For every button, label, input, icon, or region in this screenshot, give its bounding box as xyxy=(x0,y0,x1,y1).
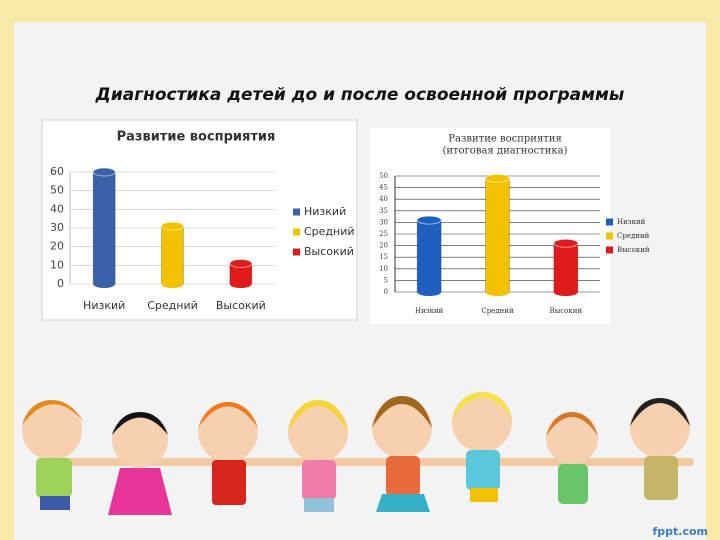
y-tick-label: 10 xyxy=(50,258,64,271)
y-tick-label: 25 xyxy=(379,230,388,238)
legend-swatch xyxy=(606,246,613,254)
y-tick-label: 35 xyxy=(379,207,388,215)
y-tick-label: 30 xyxy=(379,218,388,226)
legend-swatch xyxy=(606,232,613,240)
bar-base xyxy=(161,280,184,288)
x-tick-label: Средний xyxy=(147,299,198,312)
kid xyxy=(546,412,598,504)
bar-base xyxy=(417,288,442,296)
legend-swatch xyxy=(293,208,300,216)
y-tick-label: 20 xyxy=(50,240,64,253)
kid xyxy=(372,396,432,512)
chart-subtitle: (итоговая диагностика) xyxy=(442,146,567,157)
bar-base xyxy=(229,280,252,288)
legend-label: Низкий xyxy=(304,205,346,218)
x-tick-label: Низкий xyxy=(83,299,125,312)
bar-cap xyxy=(161,221,184,231)
bar xyxy=(485,177,510,293)
y-tick-label: 0 xyxy=(57,277,64,290)
legend-label: Высокий xyxy=(617,246,650,254)
bar xyxy=(161,225,184,285)
y-tick-label: 0 xyxy=(384,288,388,296)
x-tick-label: Высокий xyxy=(550,307,583,315)
y-tick-label: 50 xyxy=(379,172,388,180)
kid xyxy=(22,400,84,510)
slide-title: Диагностика детей до и после освоенной п… xyxy=(95,85,625,105)
chart-title: Развитие восприятия xyxy=(448,134,562,145)
x-tick-label: Высокий xyxy=(216,299,266,312)
bar-base xyxy=(553,288,578,296)
bar-cap xyxy=(229,258,253,268)
watermark: fppt.com xyxy=(652,525,708,538)
y-tick-label: 20 xyxy=(379,242,388,250)
y-tick-label: 10 xyxy=(379,265,388,273)
kids-illustration xyxy=(22,392,694,515)
bar-cap xyxy=(553,238,579,248)
bar-cap xyxy=(485,173,510,183)
legend-label: Средний xyxy=(617,232,650,240)
kid xyxy=(198,402,258,505)
kid xyxy=(630,398,690,500)
legend-swatch xyxy=(606,218,613,226)
legend-label: Низкий xyxy=(617,218,646,226)
y-tick-label: 15 xyxy=(379,253,388,261)
legend-swatch xyxy=(293,248,300,256)
legend-swatch xyxy=(293,228,300,236)
bar xyxy=(553,242,579,293)
x-tick-label: Средний xyxy=(481,307,514,315)
chart-title: Развитие восприятия xyxy=(117,130,276,145)
bar xyxy=(92,171,116,285)
legend-label: Средний xyxy=(304,225,355,238)
chart-frame xyxy=(41,119,358,321)
y-tick-label: 40 xyxy=(50,202,64,215)
kid xyxy=(108,412,172,515)
bar-cap xyxy=(416,215,442,225)
y-tick-label: 40 xyxy=(379,195,388,203)
y-tick-label: 60 xyxy=(50,165,64,178)
y-tick-label: 30 xyxy=(50,221,64,234)
kid xyxy=(288,400,348,512)
legend-label: Высокий xyxy=(304,245,354,258)
bar-base xyxy=(93,280,116,288)
x-tick-label: Низкий xyxy=(415,307,444,315)
bar-base xyxy=(485,288,510,296)
bar xyxy=(416,219,442,293)
y-tick-label: 50 xyxy=(50,184,64,197)
y-tick-label: 45 xyxy=(379,184,388,192)
kid xyxy=(452,392,512,502)
y-tick-label: 5 xyxy=(384,276,388,284)
bar-cap xyxy=(92,167,116,177)
